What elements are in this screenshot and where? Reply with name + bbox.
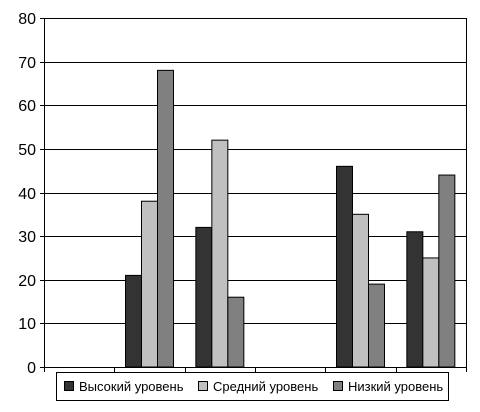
bar-3-3 — [227, 296, 245, 368]
bars — [125, 69, 456, 368]
bar-3-2 — [157, 69, 174, 368]
bar-1-2 — [125, 274, 142, 368]
legend-label-3: Низкий уровень — [348, 379, 443, 394]
legend-swatch-3 — [333, 381, 343, 391]
y-tick-label: 50 — [18, 142, 36, 159]
bar-1-6 — [406, 231, 424, 368]
y-tick-label: 60 — [18, 98, 36, 115]
axes — [40, 18, 467, 372]
bar-1-5 — [336, 165, 353, 368]
legend-swatch-1 — [64, 381, 74, 391]
legend-box — [56, 372, 449, 401]
gridlines — [44, 18, 466, 324]
legend-swatch-2 — [198, 381, 208, 391]
bar-2-2 — [141, 200, 158, 368]
y-tick-label: 0 — [27, 360, 36, 377]
y-tick-label: 30 — [18, 229, 36, 246]
bar-1-3 — [195, 226, 213, 368]
bar-3-5 — [368, 283, 385, 368]
bar-2-3 — [211, 139, 229, 368]
y-tick-labels: 0 10 20 30 40 50 60 70 80 — [18, 11, 36, 377]
y-tick-label: 80 — [18, 11, 36, 28]
legend: Высокий уровень Средний уровень Низкий уро… — [56, 372, 449, 401]
bar-2-6 — [422, 257, 440, 368]
y-tick-label: 70 — [18, 55, 36, 72]
y-tick-label: 10 — [18, 316, 36, 333]
legend-label-2: Средний уровень — [213, 379, 318, 394]
y-tick-label: 40 — [18, 186, 36, 203]
bar-2-5 — [352, 213, 369, 368]
bar-3-6 — [438, 174, 456, 368]
y-tick-label: 20 — [18, 273, 36, 290]
legend-label-1: Высокий уровень — [79, 379, 184, 394]
